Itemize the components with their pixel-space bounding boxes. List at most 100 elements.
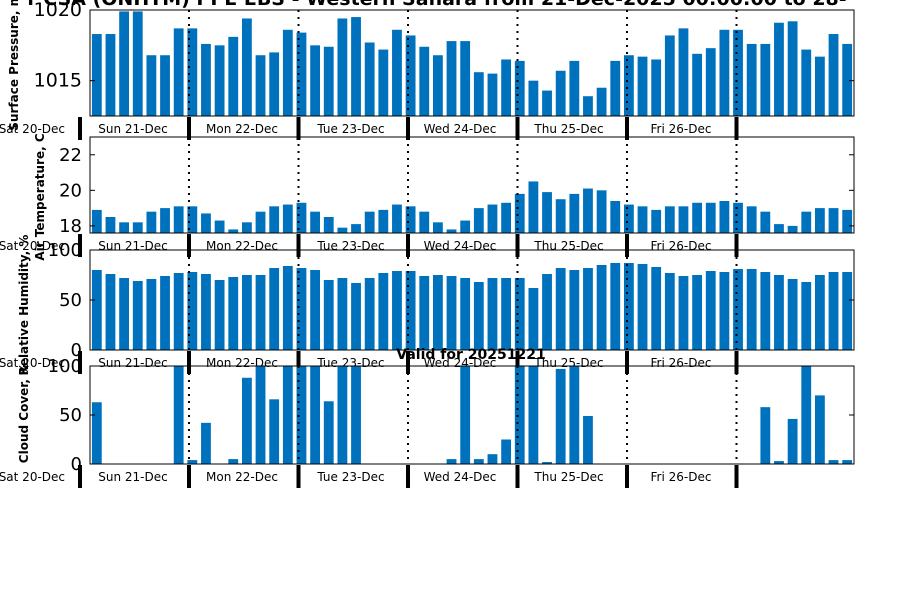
bar — [473, 459, 484, 464]
bar — [623, 204, 634, 233]
bar — [583, 415, 593, 464]
bar — [596, 190, 607, 233]
x-day-label: Tue 23-Dec — [316, 470, 384, 484]
bar — [678, 28, 689, 116]
bar — [501, 202, 512, 233]
bar — [733, 202, 743, 233]
bar — [351, 283, 361, 350]
bar — [542, 192, 552, 233]
bar — [91, 402, 102, 464]
bar — [623, 55, 634, 116]
bar — [664, 35, 675, 116]
y-tick-label: 50 — [59, 405, 82, 426]
bar — [514, 278, 525, 350]
bar — [569, 270, 580, 350]
bar — [473, 72, 484, 116]
bar — [269, 399, 280, 464]
figure-title: r CSA (ONHTM) PPE EBS - Western Sahara f… — [27, 0, 846, 10]
x-day-label: Fri 26-Dec — [651, 122, 712, 136]
bar — [787, 21, 798, 117]
bar — [569, 193, 580, 233]
bar — [746, 269, 757, 350]
bar — [310, 366, 321, 464]
bar — [187, 28, 198, 116]
bar — [337, 366, 348, 464]
bar — [651, 59, 662, 116]
bar — [719, 272, 730, 350]
bar — [460, 41, 471, 117]
bar — [473, 208, 484, 233]
x-day-label: Wed 24-Dec — [424, 470, 497, 484]
x-day-label: Mon 22-Dec — [206, 356, 278, 370]
bar — [610, 201, 621, 233]
bar — [514, 366, 525, 464]
bar — [842, 43, 853, 116]
bar — [214, 280, 225, 350]
bar — [487, 73, 498, 116]
bar — [814, 208, 825, 233]
bar — [255, 211, 266, 233]
bar — [351, 224, 361, 233]
bar — [173, 273, 184, 350]
bar — [733, 29, 743, 116]
y-tick-label: 1020 — [34, 0, 82, 21]
bar — [146, 211, 157, 233]
bar — [269, 268, 280, 350]
x-day-label: Sun 21-Dec — [98, 239, 167, 253]
bar-series — [91, 181, 853, 233]
y-tick-label: 1015 — [34, 70, 82, 92]
bar — [201, 274, 211, 350]
bar — [583, 188, 593, 233]
bar — [91, 209, 102, 233]
x-day-label: Sun 21-Dec — [98, 356, 167, 370]
x-day-label: Mon 22-Dec — [206, 239, 278, 253]
bar — [91, 34, 102, 116]
bar — [814, 275, 825, 350]
bar — [296, 366, 307, 464]
x-start-label: Sat 20-Dec — [0, 239, 65, 253]
bar — [501, 278, 512, 350]
bar — [432, 55, 443, 116]
bar — [828, 460, 839, 464]
x-day-label: Fri 26-Dec — [651, 356, 712, 370]
bar — [760, 43, 771, 116]
bar — [187, 460, 198, 464]
bar — [419, 46, 430, 116]
bar — [760, 407, 771, 464]
bar — [282, 29, 293, 116]
bar — [310, 270, 321, 350]
bar — [119, 222, 130, 233]
bar — [419, 211, 430, 233]
bar — [774, 275, 784, 350]
bar — [364, 211, 375, 233]
bar — [269, 206, 280, 233]
x-day-label: Sun 21-Dec — [98, 470, 167, 484]
bar — [787, 418, 798, 464]
bar — [801, 366, 812, 464]
y-tick-label: 100 — [48, 356, 82, 377]
bar — [528, 366, 539, 464]
bar — [801, 282, 812, 350]
bar — [323, 217, 334, 233]
bar — [555, 199, 566, 233]
bar — [132, 11, 143, 116]
bar — [637, 56, 648, 116]
bar — [542, 462, 552, 464]
bar — [405, 206, 416, 233]
x-day-label: Mon 22-Dec — [206, 122, 278, 136]
bar — [705, 48, 716, 116]
bar — [255, 275, 266, 350]
bar — [228, 277, 239, 350]
plot-frame — [89, 136, 855, 234]
bar — [405, 271, 416, 350]
x-day-label: Tue 23-Dec — [316, 356, 384, 370]
bar — [842, 272, 853, 350]
valid-for-label: Valid for 20251221 — [396, 347, 545, 363]
bar — [528, 181, 539, 233]
bar — [460, 278, 471, 350]
bar — [310, 211, 321, 233]
bar-series — [91, 263, 853, 350]
bar — [228, 36, 239, 116]
bar — [583, 96, 593, 116]
bar — [774, 461, 784, 464]
